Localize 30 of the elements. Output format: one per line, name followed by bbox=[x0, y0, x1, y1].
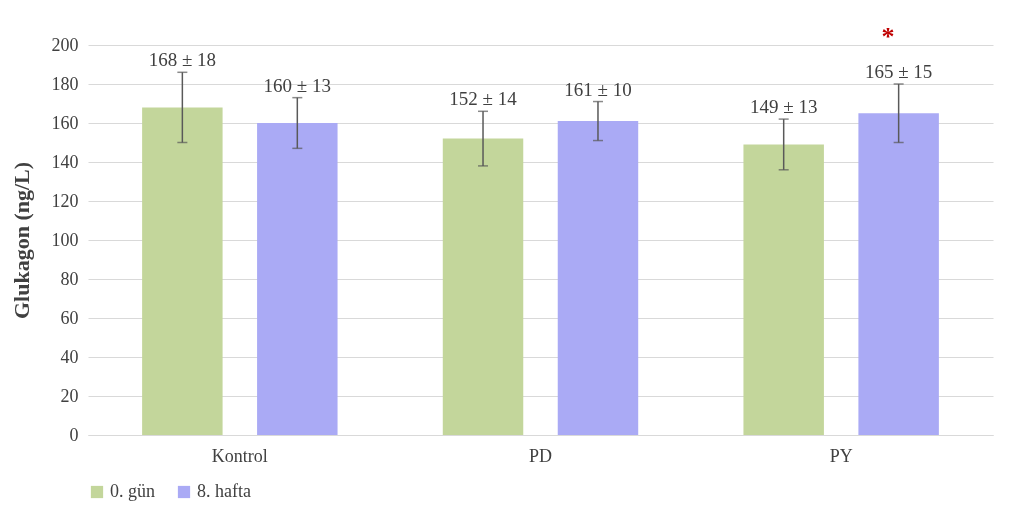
data-label: 161 ± 10 bbox=[564, 78, 632, 100]
data-label: 152 ± 14 bbox=[449, 88, 518, 110]
data-label: 149 ± 13 bbox=[749, 96, 818, 118]
x-tick-label: PY bbox=[829, 445, 853, 466]
y-tick-label: 40 bbox=[60, 346, 79, 367]
y-tick-label: 60 bbox=[60, 307, 79, 328]
y-tick-label: 0 bbox=[69, 424, 79, 445]
data-label: 168 ± 18 bbox=[148, 49, 217, 71]
y-tick-label: 160 bbox=[51, 112, 79, 133]
y-tick-label: 100 bbox=[51, 229, 79, 250]
y-axis-title: Glukagon (ng/L) bbox=[8, 161, 34, 320]
bar bbox=[858, 113, 939, 435]
y-tick-label: 180 bbox=[51, 73, 79, 94]
data-label: 160 ± 13 bbox=[263, 74, 332, 96]
bar bbox=[142, 107, 223, 435]
y-tick-label: 20 bbox=[60, 385, 79, 406]
legend-label: 0. gün bbox=[110, 481, 155, 501]
bar bbox=[743, 144, 824, 435]
x-tick-label: PD bbox=[528, 445, 553, 466]
annotation: * bbox=[881, 22, 895, 51]
y-tick-label: 120 bbox=[51, 190, 79, 211]
data-label: 165 ± 15 bbox=[864, 61, 933, 82]
bar bbox=[557, 121, 639, 435]
bar bbox=[442, 138, 524, 435]
y-tick-label: 200 bbox=[51, 34, 79, 55]
y-tick-label: 80 bbox=[60, 268, 79, 289]
y-tick-label: 140 bbox=[51, 151, 79, 172]
x-tick-label: Kontrol bbox=[211, 445, 268, 466]
legend-label: 8. hafta bbox=[197, 481, 251, 501]
bar bbox=[257, 123, 338, 435]
